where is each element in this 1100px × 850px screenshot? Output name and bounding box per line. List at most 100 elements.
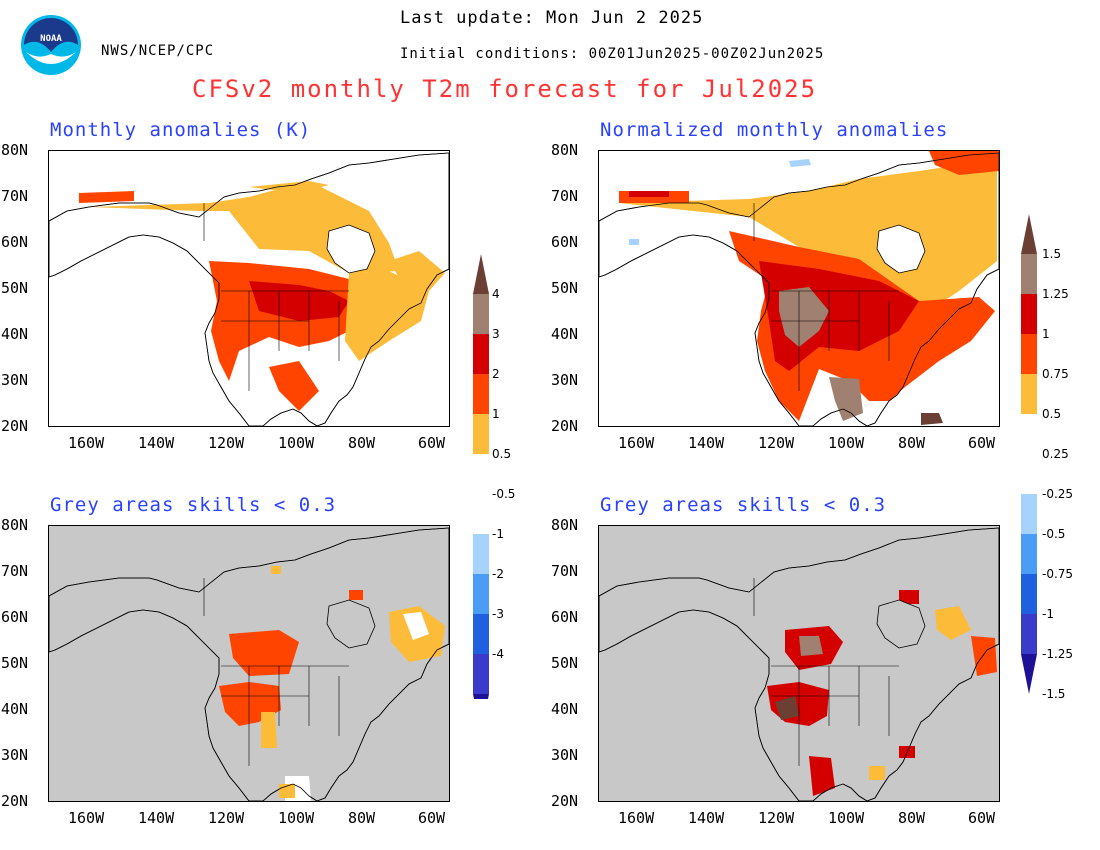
lon-tick-label: 140W <box>138 434 175 452</box>
lon-tick-label: 120W <box>758 809 795 827</box>
lon-tick-label: 60W <box>968 434 996 452</box>
lat-tick-label: 50N <box>1 654 29 672</box>
noaa-logo: NOAA <box>20 14 82 76</box>
colorbar-label: -0.75 <box>1042 567 1074 581</box>
lon-tick-label: 60W <box>418 434 446 452</box>
colorbar-segment <box>473 614 489 654</box>
colorbar-label: -1.25 <box>1042 647 1074 661</box>
lon-tick-label: 120W <box>758 434 795 452</box>
lat-tick-label: 20N <box>551 792 579 810</box>
lon-tick-label: 120W <box>208 434 245 452</box>
lat-tick-label: 30N <box>551 746 579 764</box>
lat-tick-label: 50N <box>551 654 579 672</box>
colorbar-label: -1.5 <box>1042 687 1066 701</box>
lat-tick-label: 60N <box>551 608 579 626</box>
colorbar-normalized <box>1020 214 1038 739</box>
lon-tick-label: 100W <box>278 434 315 452</box>
colorbar-segment <box>473 294 489 334</box>
colorbar-segment <box>1021 294 1037 334</box>
lon-tick-label: 80W <box>348 434 376 452</box>
colorbar-label: -0.5 <box>1042 527 1066 541</box>
svg-text:NOAA: NOAA <box>40 34 62 44</box>
lon-tick-label: 120W <box>208 809 245 827</box>
colorbar-label: 0.75 <box>1042 367 1069 381</box>
lon-tick-label: 100W <box>828 434 865 452</box>
lat-tick-label: 60N <box>1 608 29 626</box>
colorbar-segment <box>1021 374 1037 414</box>
colorbar-segment <box>1021 614 1037 654</box>
colorbar-arrow-bottom <box>473 694 489 734</box>
noaa-logo-icon: NOAA <box>21 15 81 75</box>
lat-tick-label: 30N <box>1 746 29 764</box>
colorbar-segment <box>1021 494 1037 534</box>
map-skill-anomalies <box>48 525 450 802</box>
colorbar-label: 3 <box>492 327 500 341</box>
lat-tick-label: 30N <box>1 371 29 389</box>
colorbar-label: -0.5 <box>492 487 516 501</box>
lat-tick-label: 40N <box>1 700 29 718</box>
colorbar-label: -3 <box>492 607 504 621</box>
colorbar-segment <box>1021 574 1037 614</box>
colorbar-anomalies <box>472 254 490 734</box>
lon-tick-label: 160W <box>618 809 655 827</box>
colorbar-label: 4 <box>492 287 500 301</box>
colorbar-label: -1 <box>1042 607 1054 621</box>
lon-tick-label: 80W <box>898 809 926 827</box>
lon-tick-label: 160W <box>618 434 655 452</box>
colorbar-segment <box>1021 534 1037 574</box>
lon-tick-label: 80W <box>348 809 376 827</box>
colorbar-label: 0.5 <box>492 447 512 461</box>
colorbar-label: 1.5 <box>1042 247 1062 261</box>
lat-tick-label: 20N <box>551 417 579 435</box>
colorbar-label: 0.5 <box>1042 407 1062 421</box>
normalized-field <box>619 151 999 425</box>
lat-tick-label: 20N <box>1 417 29 435</box>
lon-tick-label: 60W <box>968 809 996 827</box>
map-normalized <box>598 150 1000 427</box>
lat-tick-label: 70N <box>1 562 29 580</box>
colorbar-segment <box>473 414 489 454</box>
lat-tick-label: 80N <box>1 141 29 159</box>
lon-tick-label: 100W <box>278 809 315 827</box>
lat-tick-label: 70N <box>1 187 29 205</box>
lat-tick-label: 80N <box>551 141 579 159</box>
lat-tick-label: 40N <box>1 325 29 343</box>
lon-tick-label: 60W <box>418 809 446 827</box>
panel-title-skill-left: Grey areas skills < 0.3 <box>50 494 337 516</box>
lon-tick-label: 80W <box>898 434 926 452</box>
lat-tick-label: 80N <box>1 516 29 534</box>
colorbar-segment <box>1021 334 1037 374</box>
lat-tick-label: 20N <box>1 792 29 810</box>
colorbar-label: -4 <box>492 647 504 661</box>
colorbar-label: -0.25 <box>1042 487 1074 501</box>
colorbar-label: 1 <box>492 407 500 421</box>
colorbar-segment <box>473 654 489 694</box>
lat-tick-label: 80N <box>551 516 579 534</box>
colorbar-segment <box>473 534 489 574</box>
skill-anomaly-field <box>219 566 445 801</box>
colorbar-arrow-top <box>473 254 489 294</box>
lon-tick-label: 160W <box>68 809 105 827</box>
colorbar-segment <box>1021 254 1037 294</box>
lat-tick-label: 70N <box>551 187 579 205</box>
colorbar-label: 1 <box>1042 327 1050 341</box>
skill-normalized-field <box>767 590 997 796</box>
panel-title-normalized: Normalized monthly anomalies <box>600 119 949 141</box>
lat-tick-label: 40N <box>551 325 579 343</box>
lon-tick-label: 140W <box>138 809 175 827</box>
colorbar-label: 0.25 <box>1042 447 1069 461</box>
lat-tick-label: 50N <box>551 279 579 297</box>
colorbar-label: -2 <box>492 567 504 581</box>
main-title: CFSv2 monthly T2m forecast for Jul2025 <box>192 75 818 103</box>
last-update: Last update: Mon Jun 2 2025 <box>400 8 704 28</box>
lat-tick-label: 70N <box>551 562 579 580</box>
panel-title-skill-right: Grey areas skills < 0.3 <box>600 494 887 516</box>
colorbar-segment <box>1021 414 1037 494</box>
panel-title-anomalies: Monthly anomalies (K) <box>50 119 312 141</box>
lon-tick-label: 140W <box>688 434 725 452</box>
colorbar-label: 2 <box>492 367 500 381</box>
colorbar-segment <box>473 454 489 534</box>
colorbar-segment <box>473 574 489 614</box>
colorbar-segment <box>473 334 489 374</box>
map-skill-normalized <box>598 525 1000 802</box>
